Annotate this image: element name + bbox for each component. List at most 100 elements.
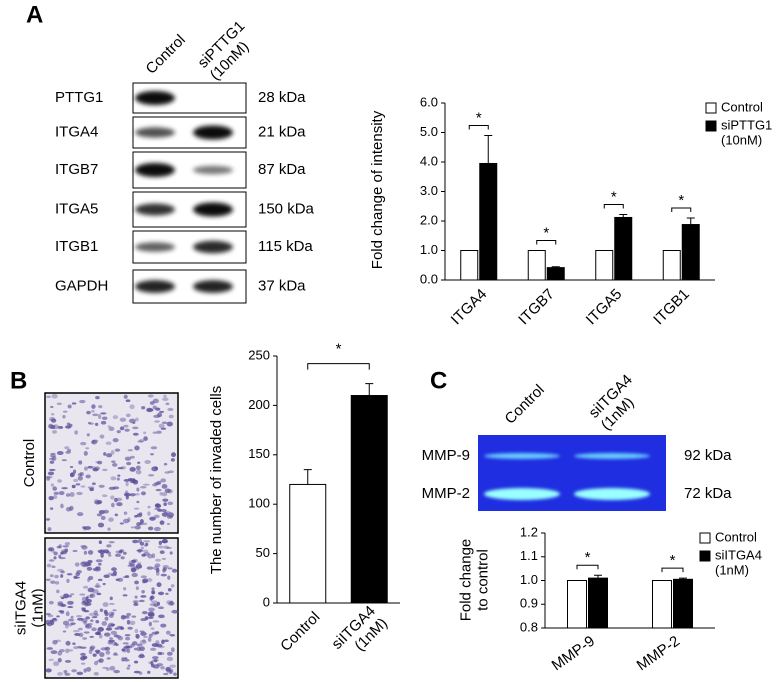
sig-bracket: [576, 564, 599, 570]
cell: [116, 430, 121, 434]
cell: [123, 492, 131, 497]
cell: [114, 627, 119, 630]
cell: [110, 476, 117, 481]
cell: [125, 481, 129, 487]
cell: [132, 539, 139, 544]
cell: [87, 559, 93, 564]
cell: [169, 551, 173, 555]
cell: [140, 575, 147, 579]
cell: [169, 634, 176, 637]
y-tick-label: 1.2: [520, 524, 538, 539]
cell: [61, 597, 65, 600]
cell: [64, 548, 69, 553]
cell: [162, 397, 169, 402]
cell: [84, 624, 92, 629]
cell: [107, 641, 114, 645]
cell: [58, 557, 66, 560]
error-bar: [679, 577, 687, 580]
cell: [99, 652, 105, 658]
cell: [156, 582, 162, 588]
cell: [103, 609, 108, 615]
cell: [89, 635, 94, 638]
cell: [80, 485, 86, 488]
cell: [152, 664, 160, 669]
cell: [127, 564, 135, 567]
cell: [60, 570, 65, 574]
x-tick-label: MMP-9: [549, 633, 598, 675]
cell: [161, 491, 168, 497]
cell: [73, 629, 80, 633]
cell: [74, 562, 80, 567]
cell: [166, 600, 172, 605]
band: [193, 240, 233, 254]
cell: [51, 393, 58, 399]
bar: [460, 250, 479, 281]
cell: [47, 471, 55, 476]
micrograph-label: Control: [21, 439, 38, 487]
cell: [102, 582, 106, 586]
cell: [91, 409, 95, 413]
sig-star: *: [543, 224, 549, 241]
cell: [49, 507, 54, 511]
cell: [56, 672, 64, 676]
cell: [92, 653, 97, 657]
cell: [131, 559, 137, 563]
cell: [113, 642, 118, 645]
cell: [61, 487, 68, 490]
y-tick-label: 0.8: [520, 619, 538, 634]
cell: [119, 426, 125, 431]
cell: [52, 430, 58, 434]
cell: [76, 569, 82, 574]
cell: [83, 631, 90, 634]
cell: [126, 612, 132, 617]
cell: [76, 512, 84, 517]
cell: [147, 511, 151, 516]
row-label: ITGB7: [55, 161, 98, 178]
cell: [98, 509, 106, 515]
cell: [52, 486, 58, 491]
cell: [64, 648, 70, 654]
cell: [86, 598, 92, 603]
cell: [150, 453, 154, 456]
cell: [111, 567, 117, 572]
legend-swatch: [699, 550, 711, 562]
cell: [87, 421, 92, 425]
band: [135, 163, 175, 177]
sig-star: *: [611, 188, 617, 205]
cell: [59, 595, 67, 599]
cell: [158, 423, 165, 429]
cell: [166, 651, 173, 656]
cell: [110, 502, 115, 508]
cell: [154, 507, 160, 511]
cell: [119, 549, 125, 553]
cell: [80, 653, 86, 656]
band: [135, 242, 175, 252]
cell: [85, 447, 90, 450]
cell: [80, 561, 87, 566]
cell: [45, 518, 51, 521]
sig-bracket: [536, 240, 557, 245]
cell: [116, 634, 121, 639]
cell: [155, 558, 162, 562]
cell: [160, 573, 167, 577]
y-tick-label: 150: [248, 446, 270, 461]
sig-bracket: [307, 363, 370, 370]
cell: [65, 493, 71, 497]
cell: [139, 653, 144, 657]
cell: [117, 474, 121, 477]
cell: [147, 636, 152, 642]
cell: [141, 610, 148, 615]
cell: [150, 647, 157, 651]
cell: [75, 483, 81, 486]
micrograph-label: siITGA4(1nM): [12, 581, 46, 635]
cell: [134, 525, 141, 530]
cell: [124, 428, 130, 432]
bar: [567, 580, 587, 629]
cell: [69, 465, 74, 469]
cell: [76, 491, 83, 496]
cell: [155, 567, 160, 573]
cell: [107, 425, 111, 428]
cell: [170, 584, 175, 588]
cell: [126, 666, 130, 670]
cell: [62, 620, 70, 626]
